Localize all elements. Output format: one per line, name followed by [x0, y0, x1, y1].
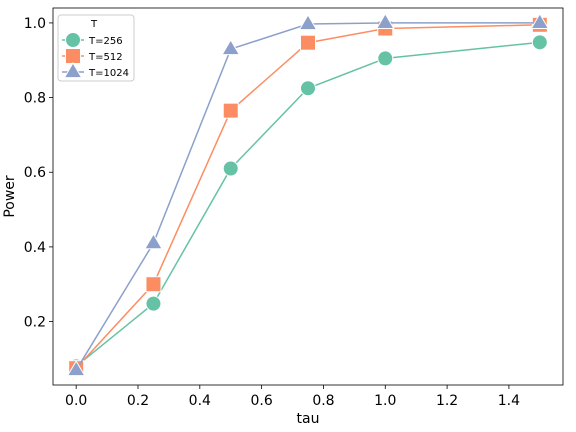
y-tick-label: 0.8 [24, 91, 46, 107]
x-tick-label: 0.0 [65, 393, 87, 409]
legend-marker [63, 62, 83, 79]
legend-marker [65, 48, 81, 64]
legend-label: T=512 [88, 52, 123, 63]
data-point [145, 295, 162, 312]
x-tick-label: 0.6 [251, 393, 273, 409]
legend-entry: T=1024 [62, 62, 129, 79]
data-point [145, 276, 162, 293]
data-point [377, 50, 394, 67]
y-axis-label: Power [2, 175, 18, 218]
data-point [530, 12, 550, 30]
legend-marker [65, 32, 81, 48]
y-tick-label: 0.2 [24, 315, 46, 331]
x-axis-label: tau [297, 411, 320, 427]
y-tick-label: 0.4 [24, 240, 46, 256]
data-point [222, 102, 239, 119]
series-line [75, 22, 540, 371]
x-tick-label: 0.4 [189, 393, 211, 409]
data-point [66, 360, 86, 377]
series-t-512 [68, 16, 548, 377]
data-point [298, 14, 318, 31]
legend-entry: T=256 [62, 32, 123, 48]
series-t-256 [68, 34, 548, 375]
data-point [221, 39, 241, 56]
x-axis: 0.0 0.2 0.4 0.6 0.8 1.0 1.2 1.4 [65, 385, 520, 409]
legend-title: T [90, 19, 98, 30]
legend-label: T=1024 [88, 68, 129, 79]
x-tick-label: 0.2 [127, 393, 149, 409]
data-point [222, 160, 239, 177]
data-point [300, 80, 316, 97]
x-tick-label: 1.0 [374, 393, 396, 409]
x-tick-label: 1.2 [436, 393, 458, 409]
plot-frame [52, 7, 564, 386]
data-point [375, 12, 395, 30]
data-point [144, 233, 163, 250]
data-point [531, 34, 548, 51]
x-tick-label: 1.4 [498, 393, 520, 409]
y-tick-label: 0.6 [24, 165, 46, 181]
legend-box [57, 14, 135, 82]
series-line [75, 41, 540, 367]
y-tick-label: 1.0 [24, 16, 46, 32]
legend: T T=256 T=512 T=1024 [57, 14, 135, 82]
series-t-1024 [66, 12, 550, 377]
y-axis: 0.2 0.4 0.6 0.8 1.0 [24, 16, 53, 331]
legend-label: T=256 [88, 36, 123, 47]
data-point [300, 34, 316, 51]
series-layer [66, 12, 550, 377]
x-tick-label: 0.8 [312, 393, 334, 409]
series-line [75, 24, 540, 369]
